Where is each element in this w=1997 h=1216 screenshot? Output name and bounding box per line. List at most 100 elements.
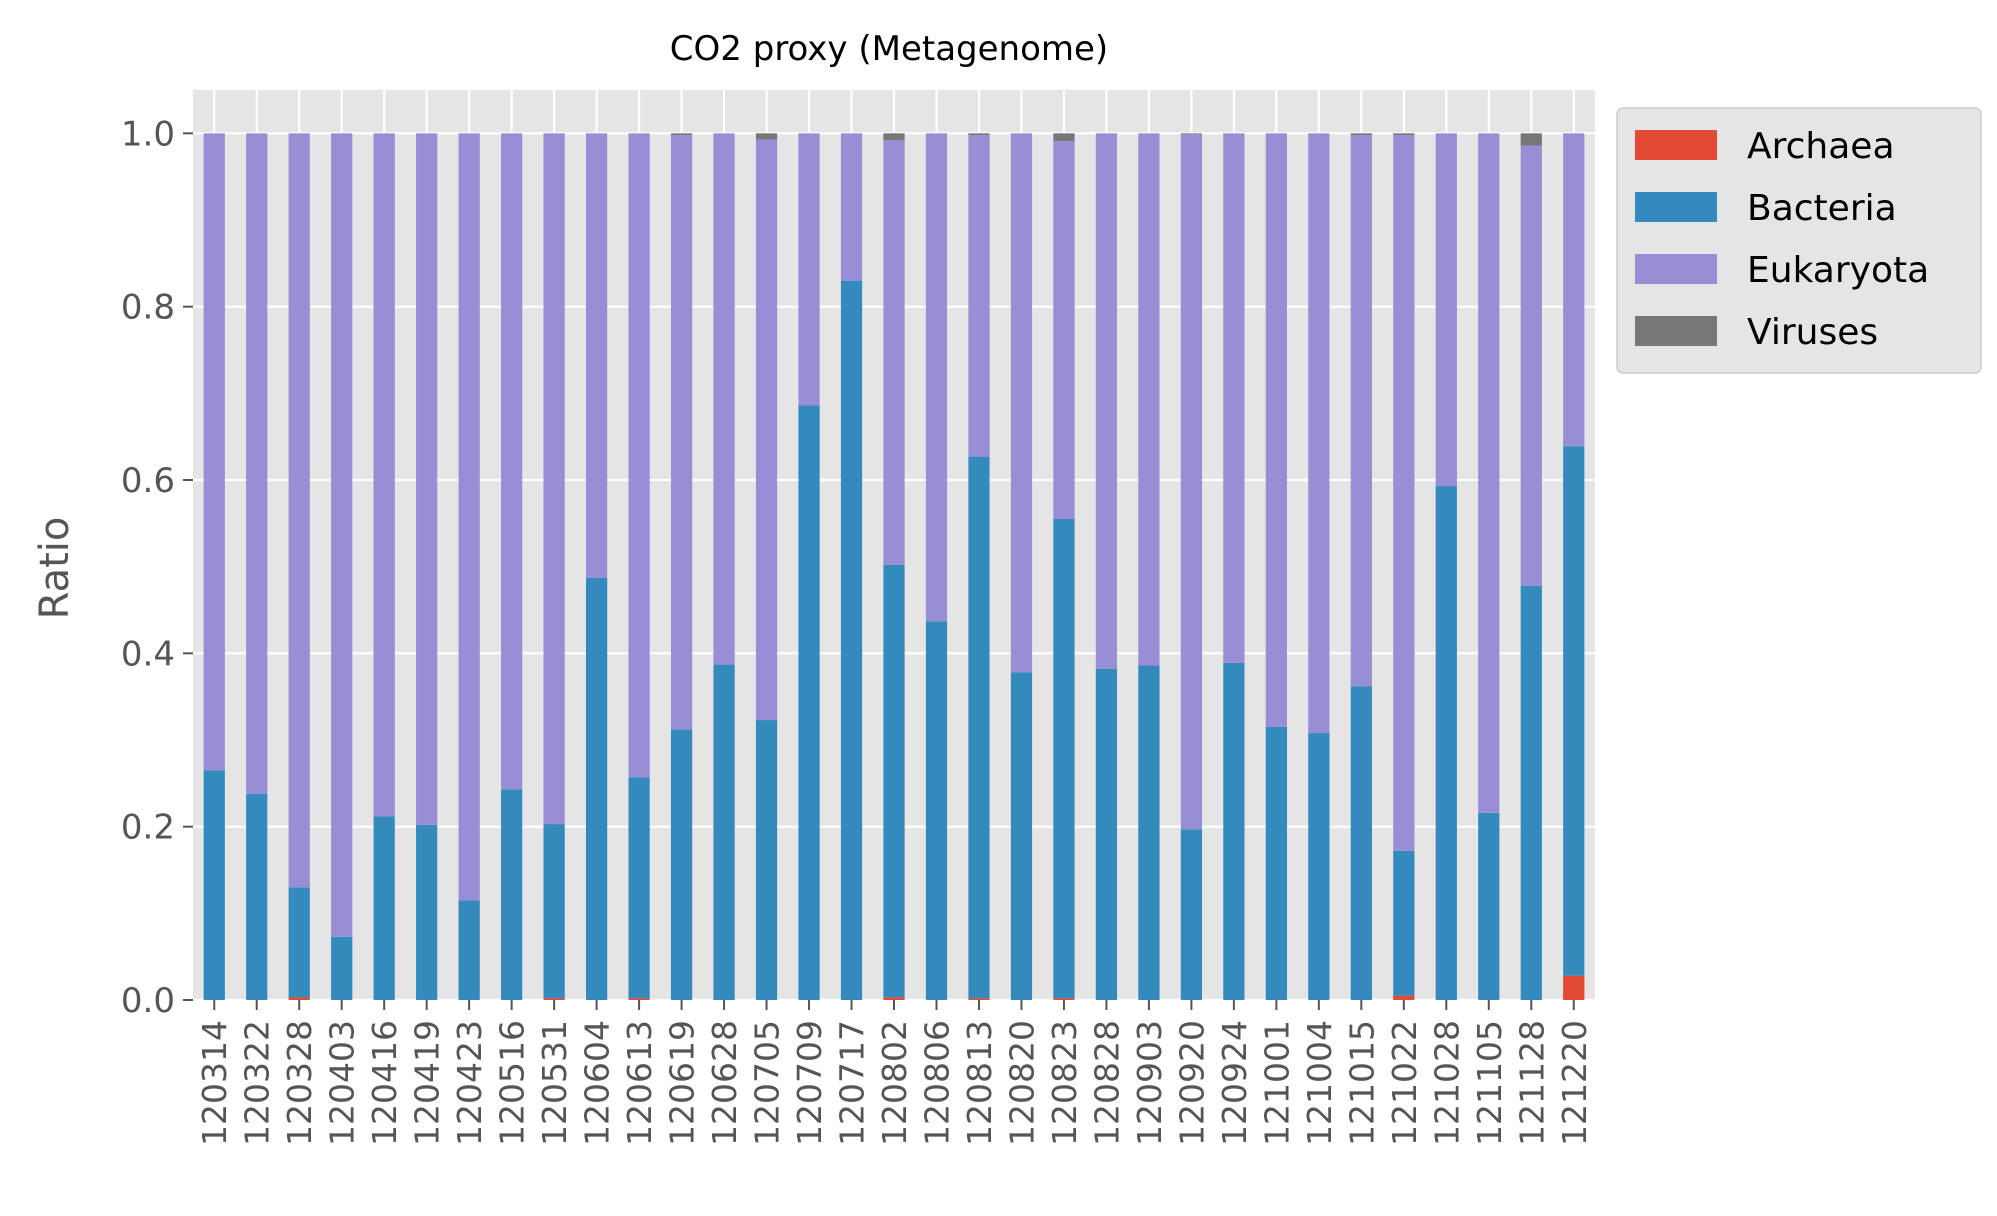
- x-tick-label: 120516: [493, 1020, 532, 1146]
- bar-archaea-121220: [1563, 975, 1585, 1000]
- bar-archaea-121022: [1393, 995, 1415, 1000]
- bar-stack-120920: [1180, 133, 1203, 1000]
- bar-archaea-120328: [288, 997, 310, 1000]
- bar-archaea-120613: [628, 998, 650, 1000]
- y-tick-label: 0.4: [121, 634, 175, 674]
- x-tick-label: 121001: [1257, 1020, 1296, 1146]
- chart-title: CO2 proxy (Metagenome): [670, 29, 1108, 69]
- legend-label-viruses: Viruses: [1747, 312, 1878, 353]
- bar-eukaryota-120403: [331, 133, 353, 937]
- bar-eukaryota-120924: [1223, 133, 1245, 663]
- bar-viruses-120823: [1053, 133, 1075, 142]
- bar-eukaryota-120531: [543, 133, 565, 825]
- x-tick-label: 120828: [1087, 1020, 1126, 1146]
- bar-eukaryota-120823: [1053, 141, 1075, 519]
- bar-viruses-121015: [1350, 133, 1372, 136]
- bar-stack-120322: [246, 133, 268, 1000]
- bar-eukaryota-120806: [925, 133, 948, 622]
- bar-stack-121128: [1520, 133, 1542, 1000]
- x-tick-label: 120802: [875, 1020, 914, 1146]
- x-tick-label: 120416: [365, 1020, 404, 1146]
- bar-bacteria-121022: [1393, 850, 1415, 996]
- bar-eukaryota-120920: [1180, 134, 1203, 830]
- x-tick-label: 121015: [1342, 1020, 1381, 1146]
- x-tick-label: 120322: [238, 1020, 277, 1146]
- y-tick-label: 1.0: [121, 114, 175, 154]
- bars: [203, 133, 1585, 1001]
- bar-viruses-121022: [1393, 133, 1415, 136]
- x-tick-label: 120813: [960, 1020, 999, 1146]
- bar-stack-120416: [373, 133, 395, 1000]
- x-tick-label: 120314: [195, 1020, 234, 1146]
- bar-bacteria-120328: [288, 887, 310, 998]
- legend-label-archaea: Archaea: [1747, 126, 1895, 167]
- bar-stack-120820: [1010, 133, 1033, 1000]
- bar-viruses-120802: [883, 133, 905, 141]
- bar-eukaryota-120628: [713, 133, 735, 665]
- bar-eukaryota-120419: [416, 133, 438, 825]
- x-tick-label: 120705: [748, 1020, 787, 1146]
- bar-archaea-120813: [968, 998, 990, 1000]
- y-tick-label: 0.6: [121, 461, 175, 501]
- bar-eukaryota-120717: [840, 133, 863, 281]
- x-tick-label: 120328: [280, 1020, 319, 1146]
- x-tick-label: 121220: [1555, 1020, 1594, 1146]
- bar-stack-120717: [840, 133, 863, 1001]
- x-tick-label: 120806: [917, 1020, 956, 1146]
- x-tick-label: 120619: [663, 1020, 702, 1146]
- bar-stack-120604: [585, 133, 608, 1000]
- bar-eukaryota-120820: [1010, 133, 1033, 673]
- bar-stack-121022: [1393, 133, 1415, 1000]
- bar-stack-121015: [1350, 133, 1372, 1000]
- x-tick-label: 120709: [790, 1020, 829, 1146]
- bar-bacteria-120419: [416, 824, 438, 1000]
- y-tick-label: 0.2: [121, 808, 175, 848]
- bar-bacteria-120619: [670, 729, 693, 1000]
- bar-bacteria-120924: [1223, 662, 1245, 1000]
- bar-stack-120423: [458, 133, 480, 1000]
- bar-bacteria-121105: [1478, 812, 1500, 1000]
- bar-stack-120705: [755, 133, 778, 1000]
- y-tick-label: 0.8: [121, 288, 175, 328]
- bar-bacteria-120823: [1053, 519, 1075, 999]
- bar-eukaryota-121001: [1265, 133, 1287, 728]
- legend-label-eukaryota: Eukaryota: [1747, 250, 1929, 291]
- x-tick-label: 121028: [1427, 1020, 1466, 1146]
- bar-bacteria-121028: [1435, 486, 1457, 1001]
- bar-stack-120903: [1138, 133, 1160, 1000]
- bar-viruses-120705: [755, 133, 778, 140]
- bar-viruses-120920: [1180, 133, 1203, 135]
- bar-eukaryota-120314: [203, 133, 225, 771]
- legend: Archaea Bacteria Eukaryota Viruses: [1616, 107, 1982, 374]
- legend-label-bacteria: Bacteria: [1747, 188, 1897, 229]
- bar-bacteria-120709: [798, 405, 820, 1000]
- x-tick-label: 121004: [1300, 1020, 1339, 1146]
- x-tick-label: 121128: [1512, 1020, 1551, 1146]
- bar-bacteria-120613: [628, 777, 650, 999]
- x-tick-label: 120613: [620, 1020, 659, 1146]
- bar-viruses-120813: [968, 133, 990, 136]
- bar-eukaryota-121004: [1308, 133, 1330, 734]
- bar-eukaryota-121220: [1563, 133, 1585, 447]
- bar-stack-120806: [925, 133, 948, 1000]
- bar-eukaryota-120813: [968, 135, 990, 457]
- x-tick-label: 120531: [535, 1020, 574, 1146]
- bar-bacteria-120903: [1138, 665, 1160, 1000]
- bar-eukaryota-120328: [288, 133, 310, 888]
- bar-eukaryota-120828: [1095, 133, 1118, 669]
- bar-bacteria-120628: [713, 664, 735, 1000]
- y-axis-ticks: 0.0 0.2 0.4 0.6 0.8 1.0: [121, 114, 193, 1021]
- bar-stack-120314: [203, 133, 225, 1000]
- bar-bacteria-121004: [1308, 733, 1330, 1000]
- x-tick-label: 120628: [705, 1020, 744, 1146]
- bar-eukaryota-120903: [1138, 133, 1160, 666]
- x-tick-label: 120924: [1215, 1020, 1254, 1146]
- x-tick-label: 120717: [833, 1020, 872, 1146]
- bar-stack-121004: [1308, 133, 1330, 1000]
- bar-stack-120628: [713, 133, 735, 1000]
- x-tick-label: 120903: [1130, 1020, 1169, 1146]
- bar-stack-120813: [968, 133, 990, 1000]
- bar-bacteria-121001: [1265, 727, 1287, 1000]
- bar-stack-120828: [1095, 133, 1118, 1000]
- bar-bacteria-120920: [1180, 829, 1203, 1000]
